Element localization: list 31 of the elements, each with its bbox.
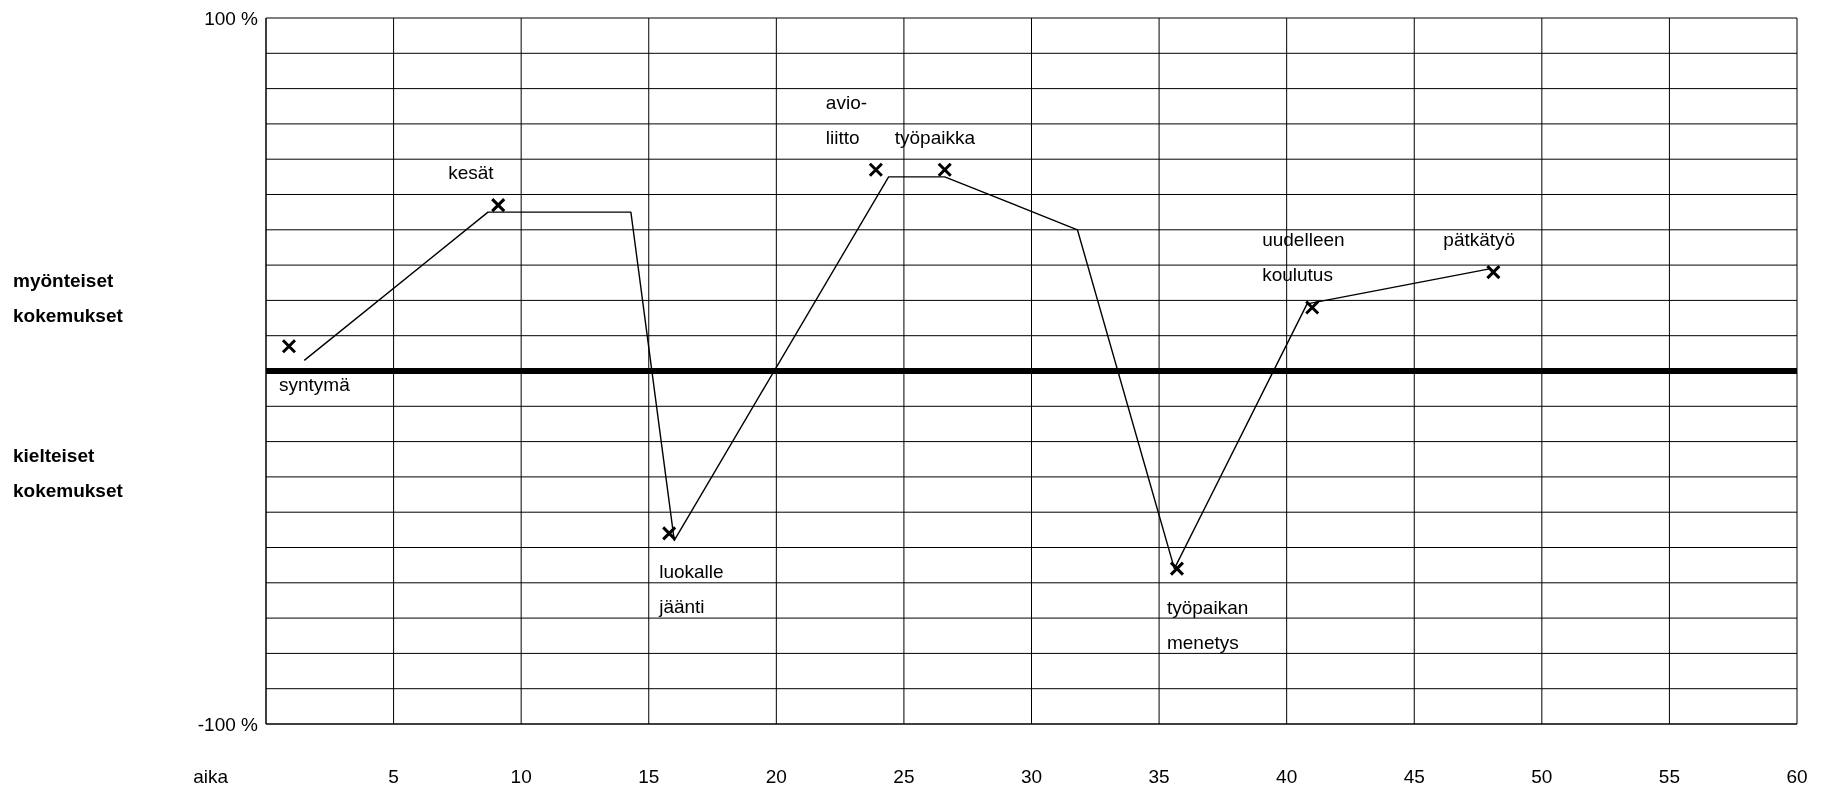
point	[1169, 561, 1185, 577]
point	[490, 197, 506, 213]
x-tick-label: 50	[1531, 766, 1553, 788]
text: myönteiset kokemukset	[13, 270, 124, 326]
point	[1485, 264, 1501, 280]
x-tick-label: 20	[765, 766, 787, 788]
annotation: kesät	[448, 162, 495, 184]
x-tick-label: 55	[1658, 766, 1680, 788]
x-tick-label: 15	[638, 766, 660, 788]
point	[661, 525, 677, 541]
x-tick-label: 25	[893, 766, 915, 788]
annotation: avio- liitto	[825, 91, 868, 148]
x-axis-title: aika	[193, 766, 229, 787]
x-tick-label: 60	[1786, 766, 1808, 788]
x-tick-label: 40	[1276, 766, 1298, 788]
point	[1304, 299, 1320, 315]
annotation: työpaikan menetys	[1166, 596, 1249, 653]
annotation: pätkätyö	[1443, 229, 1516, 251]
y-tick-label: 100 %	[204, 7, 259, 29]
text: kielteiset kokemukset	[13, 445, 124, 501]
point	[868, 162, 884, 178]
annotation: syntymä	[278, 374, 351, 396]
point	[937, 162, 953, 178]
y-tick-label: -100 %	[197, 713, 259, 735]
x-tick-label: 5	[388, 766, 399, 788]
x-tick-label: 30	[1020, 766, 1043, 788]
x-tick-label: 10	[510, 766, 532, 788]
x-tick-label: 45	[1403, 766, 1425, 788]
x-tick-label: 35	[1148, 766, 1170, 788]
point	[281, 338, 297, 354]
annotation: luokalle jäänti	[658, 561, 724, 618]
